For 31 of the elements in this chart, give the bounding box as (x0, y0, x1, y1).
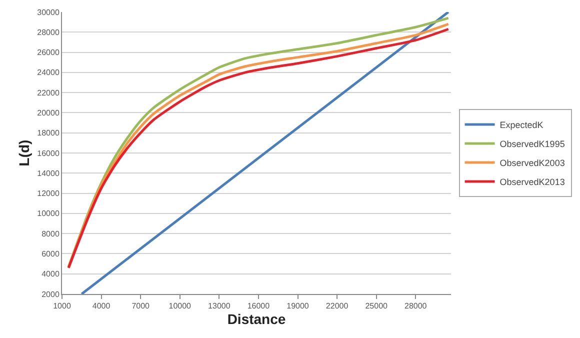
legend-label: ObservedK2013 (500, 177, 565, 188)
legend-label: ObservedK1995 (500, 139, 565, 150)
y-tick-label: 20000 (37, 108, 60, 118)
x-tick-label: 19000 (286, 302, 310, 311)
x-axis-title: Distance (227, 310, 286, 327)
y-tick-label: 28000 (37, 28, 60, 37)
x-tick-label: 25000 (365, 302, 388, 311)
y-tick-label: 4000 (42, 270, 60, 279)
x-tick-label: 22000 (326, 302, 349, 311)
y-tick-label: 14000 (37, 168, 60, 178)
x-tick-label: 4000 (92, 302, 111, 311)
y-tick-label: 30000 (37, 8, 60, 17)
y-tick-label: 2000 (42, 290, 60, 299)
y-axis-title: L(d) (16, 140, 32, 166)
y-tick-label: 24000 (37, 68, 60, 78)
y-tick-label: 8000 (42, 229, 60, 238)
x-tick-label: 10000 (168, 302, 192, 311)
x-tick-label: 13000 (208, 302, 231, 311)
y-tick-label: 6000 (42, 250, 60, 259)
y-tick-label: 16000 (37, 148, 60, 158)
y-tick-label: 26000 (37, 48, 60, 58)
y-tick-label: 22000 (37, 88, 60, 98)
y-tick-label: 18000 (37, 128, 60, 138)
x-tick-label: 16000 (247, 302, 270, 311)
x-tick-label: 28000 (404, 302, 428, 311)
y-tick-label: 10000 (37, 209, 60, 218)
x-tick-label: 1000 (53, 302, 72, 311)
legend-label: ExpectedK (500, 120, 544, 130)
y-tick-label: 12000 (37, 189, 60, 198)
x-tick-label: 7000 (132, 302, 150, 311)
legend-label: ObservedK2003 (500, 158, 565, 168)
